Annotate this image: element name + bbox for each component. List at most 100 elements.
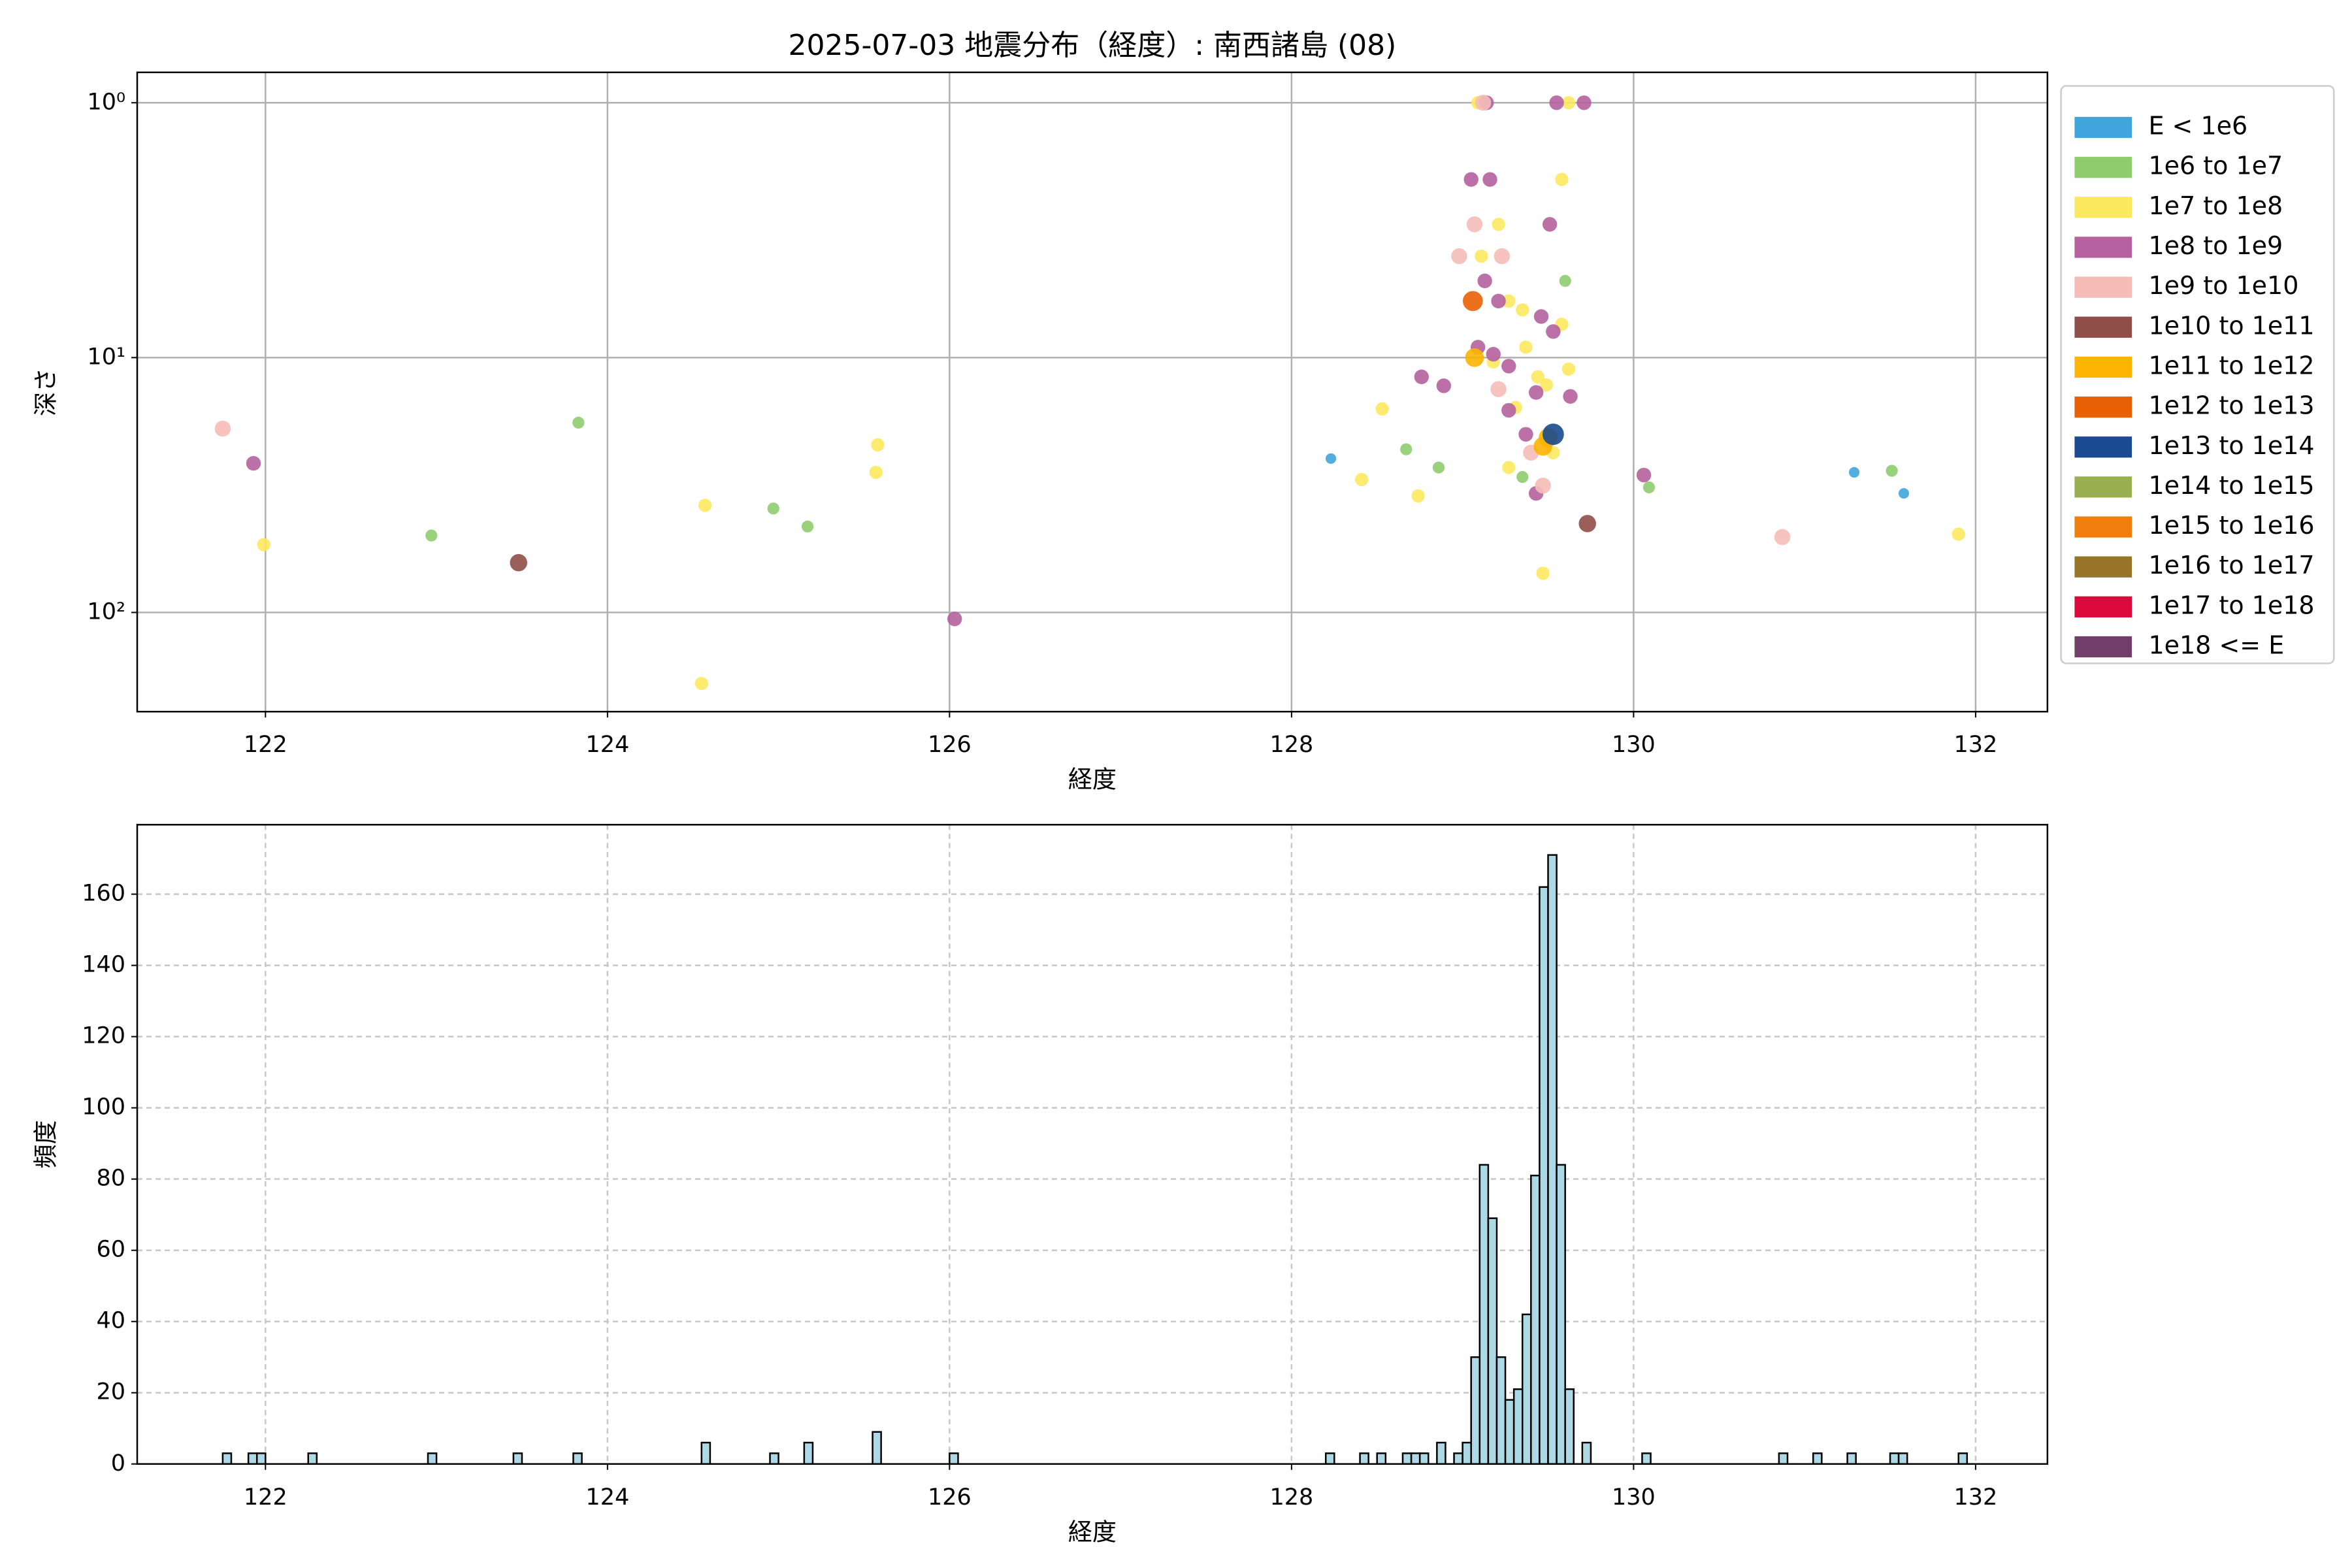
- scatter-point: [1555, 172, 1569, 186]
- x-tick-label: 122: [244, 732, 287, 758]
- legend-swatch: [2074, 316, 2132, 338]
- x-axis-label: 経度: [1068, 1518, 1117, 1546]
- histogram-bar: [1778, 1452, 1789, 1465]
- y-tick-label: 100: [82, 1094, 125, 1120]
- legend-swatch: [2074, 116, 2132, 139]
- legend-label: 1e10 to 1e11: [2148, 311, 2314, 340]
- histogram-bar: [427, 1452, 438, 1465]
- chart-title: 2025-07-03 地震分布（経度）: 南西諸島 (08): [789, 29, 1397, 62]
- legend-label: 1e14 to 1e15: [2148, 471, 2314, 500]
- scatter-point: [801, 520, 814, 532]
- y-tick-label: 160: [82, 881, 125, 907]
- scatter-point: [694, 677, 708, 691]
- scatter-point: [1355, 472, 1369, 487]
- histogram-bar: [1324, 1452, 1335, 1465]
- legend-label: E < 1e6: [2148, 112, 2247, 140]
- scatter-point: [1542, 217, 1558, 232]
- scatter-point: [1375, 402, 1389, 416]
- legend-swatch: [2074, 157, 2132, 178]
- scatter-point: [1533, 309, 1549, 324]
- histogram-bar: [1401, 1452, 1413, 1465]
- legend-label: 1e18 <= E: [2148, 631, 2284, 660]
- x-tick-label: 122: [244, 1484, 287, 1511]
- legend-label: 1e13 to 1e14: [2148, 431, 2314, 460]
- scatter-point: [871, 438, 885, 452]
- x-tick-label: 128: [1269, 732, 1313, 758]
- scatter-point: [1463, 172, 1478, 187]
- legend-swatch: [2074, 516, 2132, 538]
- legend-label: 1e11 to 1e12: [2148, 351, 2314, 380]
- histogram-bar: [247, 1452, 258, 1465]
- legend-label: 1e8 to 1e9: [2148, 231, 2283, 260]
- scatter-point: [1519, 340, 1533, 354]
- histogram-bar: [1436, 1441, 1446, 1465]
- histogram-bar: [307, 1452, 318, 1465]
- scatter-point: [1436, 378, 1452, 393]
- scatter-point: [1411, 489, 1425, 503]
- scatter-point: [1546, 324, 1561, 339]
- scatter-point: [246, 456, 261, 471]
- x-axis-label: 経度: [1068, 766, 1117, 794]
- scatter-point: [257, 538, 270, 551]
- legend-swatch: [2074, 636, 2132, 658]
- y-tick-label: 20: [96, 1379, 125, 1405]
- histogram-bar: [1564, 1388, 1575, 1465]
- scatter-point: [1502, 461, 1516, 474]
- scatter-point: [1561, 96, 1576, 110]
- scatter-point: [1502, 294, 1516, 308]
- x-tick-label: 126: [928, 1484, 972, 1511]
- scatter-point: [1400, 443, 1413, 455]
- histogram-bar: [512, 1452, 523, 1465]
- legend-label: 1e17 to 1e18: [2148, 591, 2314, 619]
- histogram-bar: [1889, 1452, 1900, 1465]
- scatter-point: [1886, 465, 1898, 477]
- x-tick-label: 126: [928, 732, 972, 758]
- legend-swatch: [2074, 556, 2132, 578]
- scatter-point: [1492, 218, 1505, 231]
- histogram-bar: [1504, 1399, 1515, 1465]
- scatter-point: [1561, 362, 1576, 376]
- histogram-bar: [1410, 1452, 1421, 1465]
- legend-label: 1e7 to 1e8: [2148, 191, 2283, 220]
- scatter-point: [1325, 453, 1337, 464]
- legend-swatch: [2074, 476, 2132, 498]
- scatter-point: [425, 529, 438, 542]
- histogram-bar: [1539, 886, 1549, 1465]
- y-axis-label: 深さ: [32, 368, 60, 416]
- y-tick-label: 120: [82, 1023, 125, 1049]
- histogram-bar: [1641, 1452, 1652, 1465]
- histogram-bar: [1581, 1441, 1592, 1465]
- scatter-point: [767, 502, 779, 515]
- legend-label: 1e9 to 1e10: [2148, 271, 2298, 300]
- histogram-bar: [1478, 1164, 1490, 1465]
- scatter-point: [1542, 423, 1564, 446]
- scatter-point: [1535, 478, 1551, 494]
- histogram-bar: [1556, 1164, 1566, 1465]
- x-tick-label: 130: [1612, 1484, 1656, 1511]
- scatter-point: [1774, 529, 1791, 546]
- scatter-point: [1477, 273, 1492, 289]
- scatter-point: [698, 498, 712, 512]
- scatter-point: [869, 465, 883, 480]
- legend-label: 1e6 to 1e7: [2148, 152, 2283, 180]
- histogram-bar: [872, 1431, 882, 1465]
- legend-swatch: [2074, 197, 2132, 218]
- scatter-point: [1576, 95, 1592, 110]
- y-tick-label: 10¹: [87, 344, 125, 370]
- scatter-point: [1451, 248, 1467, 265]
- histogram-bar: [1521, 1313, 1532, 1465]
- histogram-bar: [255, 1452, 267, 1465]
- legend-swatch: [2074, 276, 2132, 298]
- scatter-point: [1475, 249, 1488, 263]
- scatter-point: [1898, 488, 1910, 499]
- y-tick-label: 10⁰: [87, 89, 125, 115]
- histogram-bar: [1487, 1217, 1498, 1465]
- scatter-point: [572, 416, 585, 429]
- y-axis-label: 頻度: [32, 1120, 60, 1169]
- x-tick-label: 124: [585, 1484, 629, 1511]
- scatter-point: [1494, 248, 1511, 265]
- scatter-point: [1516, 303, 1529, 317]
